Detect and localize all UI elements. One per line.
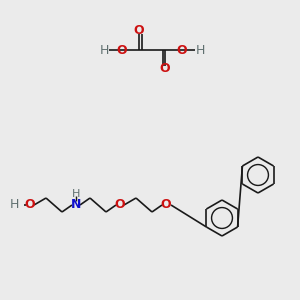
Text: H: H — [195, 44, 205, 56]
Text: N: N — [71, 199, 81, 212]
Text: H: H — [9, 199, 19, 212]
Text: O: O — [160, 62, 170, 76]
Text: O: O — [25, 199, 35, 212]
Text: O: O — [161, 199, 171, 212]
Text: H: H — [99, 44, 109, 56]
Text: O: O — [115, 199, 125, 212]
Text: O: O — [177, 44, 187, 56]
Text: O: O — [134, 25, 144, 38]
Text: O: O — [117, 44, 127, 56]
Text: H: H — [72, 189, 80, 199]
